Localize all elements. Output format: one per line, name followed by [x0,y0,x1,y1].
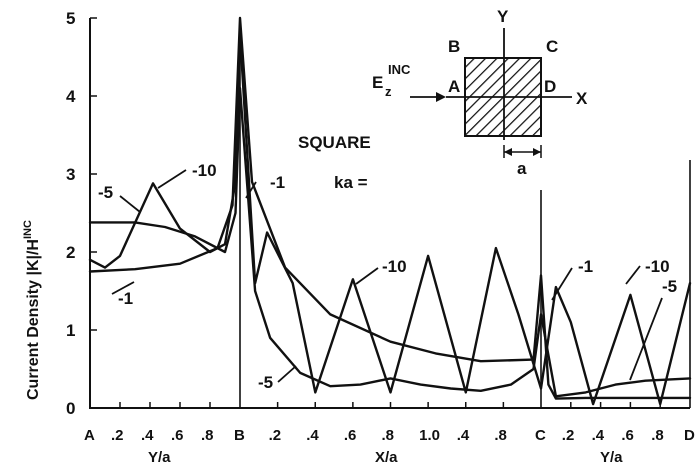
series-leader-1-1 [111,281,135,295]
series-labels: -1-1-1-5-5-5-10-10 -10 [98,161,677,392]
xtick-label-0-0: .2 [111,427,124,444]
ytick-label-0: 0 [66,399,75,418]
xlabel-seg2: X/a [375,449,398,466]
series-leader-1-0 [245,181,257,199]
series-leader-10-2 [625,265,641,285]
ytick-label-4: 4 [66,87,76,106]
xlabel-seg3: Y/a [600,449,623,466]
xtick-label-2-2: .6 [621,427,634,444]
series-leader-10-1 [355,267,379,285]
series-curve-ka-5 [88,87,692,398]
xtick-label-0-3: .8 [201,427,214,444]
segment-labels: A B C D Y/a X/a Y/a [84,427,695,466]
y-axis-ticks: 0 1 2 3 4 5 [66,9,97,418]
xtick-label-1-4: 1.0 [419,427,440,444]
seg-end-D: D [684,427,695,444]
inset-corner-A: A [448,77,460,96]
series-label-10-1: -10 [382,257,407,276]
series-curve-ka-10 [88,32,692,406]
x-axis-ticks: .2 .4 .6 .8 .2 .4 .6 .8 1.0 .4 .8 .2 .4 .6 .8 [111,402,664,444]
xtick-label-2-1: .4 [592,427,605,444]
ytick-label-2: 2 [66,243,75,262]
series-label-1-2: -1 [578,257,593,276]
y-axis-label-main: Current Density |K|/H [25,239,42,400]
series-label-5-1: -5 [258,373,273,392]
inset-arrow-head [436,92,446,102]
inset-Y-label: Y [497,7,509,26]
y-axis-label-sup: INC [22,220,34,239]
data-curves [88,16,692,406]
seg-start-B: B [234,427,245,444]
series-label-1-0: -1 [270,173,285,192]
series-leader-10-0 [157,169,187,189]
xtick-label-1-1: .4 [306,427,319,444]
xtick-label-1-3: .8 [382,427,395,444]
inset-incident-sup: INC [388,62,411,77]
inset-incident-E: E [372,73,383,92]
series-leader-5-1 [277,365,297,383]
inset-corner-B: B [448,37,460,56]
inset-incident-sub: z [385,84,392,99]
series-label-5-0: -5 [98,183,113,202]
series-leader-5-2 [629,297,663,381]
xtick-label-1-2: .6 [344,427,357,444]
series-label-1-1: -1 [118,289,133,308]
xtick-label-0-2: .6 [171,427,184,444]
xtick-label-1-5: .4 [457,427,470,444]
xtick-label-1-0: .2 [269,427,282,444]
xlabel-seg1: Y/a [148,449,171,466]
annotation-param: ka = [334,173,368,192]
ytick-label-3: 3 [66,165,75,184]
y-axis-line [89,18,690,409]
series-label-5-2: -5 [662,277,677,296]
series-label-10-2: -10 [645,257,670,276]
inset-X-label: X [576,89,588,108]
inset-diagram: Y X B C A D E z INC a [372,7,588,178]
annotation-title: SQUARE [298,133,371,152]
inset-corner-C: C [546,37,558,56]
inset-dim-a: a [517,159,527,178]
seg-start-C: C [535,427,546,444]
xtick-label-0-1: .4 [141,427,154,444]
seg-start-A: A [84,427,95,444]
inset-corner-D: D [544,77,556,96]
series-leader-5-0 [119,195,141,213]
series-leader-1-2 [551,267,573,301]
ytick-label-1: 1 [66,321,75,340]
series-label-10-0: -10 [192,161,217,180]
ytick-label-5: 5 [66,9,75,28]
xtick-label-1-6: .8 [494,427,507,444]
y-axis-label: Current Density |K|/HINC [22,220,42,400]
xtick-label-2-0: .2 [562,427,575,444]
xtick-label-2-3: .8 [651,427,664,444]
